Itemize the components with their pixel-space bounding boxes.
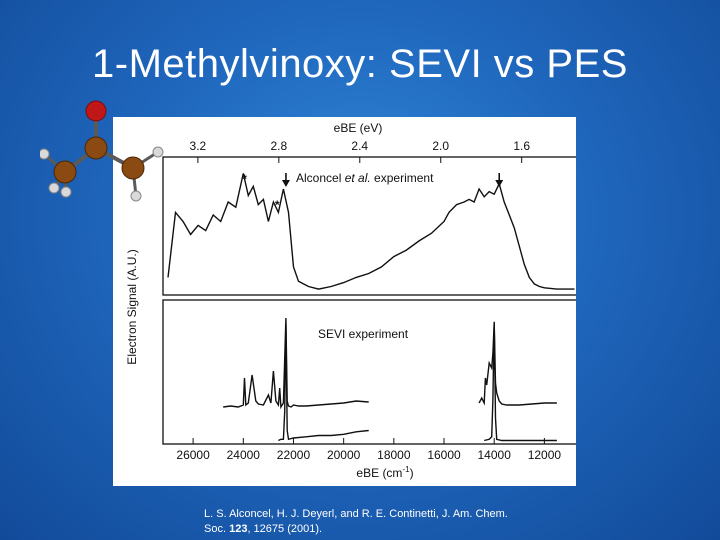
hydrogen-atom	[48, 182, 60, 194]
top-tick-label: 1.6	[513, 139, 530, 153]
sevi-trace-lower-right	[484, 321, 557, 442]
top-axis-label: eBE (eV)	[334, 121, 383, 135]
bottom-tick-label: 24000	[227, 448, 261, 462]
bottom-axis-label: eBE (cm-1)	[356, 465, 413, 480]
top-tick-label: 2.4	[351, 139, 368, 153]
spectrum-chart: eBE (eV) Electron Signal (A.U.) eBE (cm-…	[125, 121, 576, 480]
citation: L. S. Alconcel, H. J. Deyerl, and R. E. …	[204, 507, 564, 537]
hydrogen-atom	[130, 190, 142, 202]
sevi-trace-upper-right	[478, 322, 557, 406]
figure-panel: eBE (eV) Electron Signal (A.U.) eBE (cm-…	[113, 117, 576, 486]
top-tick-label: 2.8	[270, 139, 287, 153]
oxygen-atom	[85, 100, 107, 122]
sevi-trace-lower	[278, 324, 369, 442]
slide-title: 1-Methylvinoxy: SEVI vs PES	[92, 42, 628, 86]
carbon-atom-vinyl	[121, 156, 145, 180]
arrow-marker-head	[495, 180, 504, 187]
bottom-tick-label: 20000	[327, 448, 361, 462]
carbon-atom-methyl	[53, 160, 77, 184]
bottom-tick-label: 18000	[377, 448, 411, 462]
peak-star-marker: *	[275, 198, 280, 212]
arrow-marker-head	[281, 180, 290, 187]
top-panel-label: Alconcel et al. experiment	[296, 171, 434, 185]
hydrogen-atom	[40, 148, 50, 160]
y-axis-label: Electron Signal (A.U.)	[125, 249, 139, 364]
bottom-panel-frame	[162, 299, 576, 445]
bottom-tick-label: 26000	[176, 448, 210, 462]
top-tick-label: 2.0	[432, 139, 449, 153]
carbon-atom-center	[84, 136, 108, 160]
sevi-trace-upper	[223, 317, 369, 410]
top-tick-label: 3.2	[190, 139, 207, 153]
bottom-panel-label: SEVI experiment	[318, 327, 409, 341]
citation-line-2: Soc. 123, 12675 (2001).	[204, 523, 323, 535]
citation-line-1: L. S. Alconcel, H. J. Deyerl, and R. E. …	[204, 508, 508, 520]
pes-trace	[167, 173, 575, 290]
bottom-tick-label: 22000	[277, 448, 311, 462]
hydrogen-atom	[60, 186, 72, 198]
bottom-tick-label: 16000	[427, 448, 461, 462]
top-panel-frame	[162, 156, 576, 296]
bottom-tick-label: 12000	[528, 448, 562, 462]
methylvinoxy-molecule-model	[40, 100, 164, 202]
bottom-tick-label: 14000	[478, 448, 512, 462]
hydrogen-atom	[152, 146, 164, 158]
peak-star-marker: *	[242, 172, 247, 186]
